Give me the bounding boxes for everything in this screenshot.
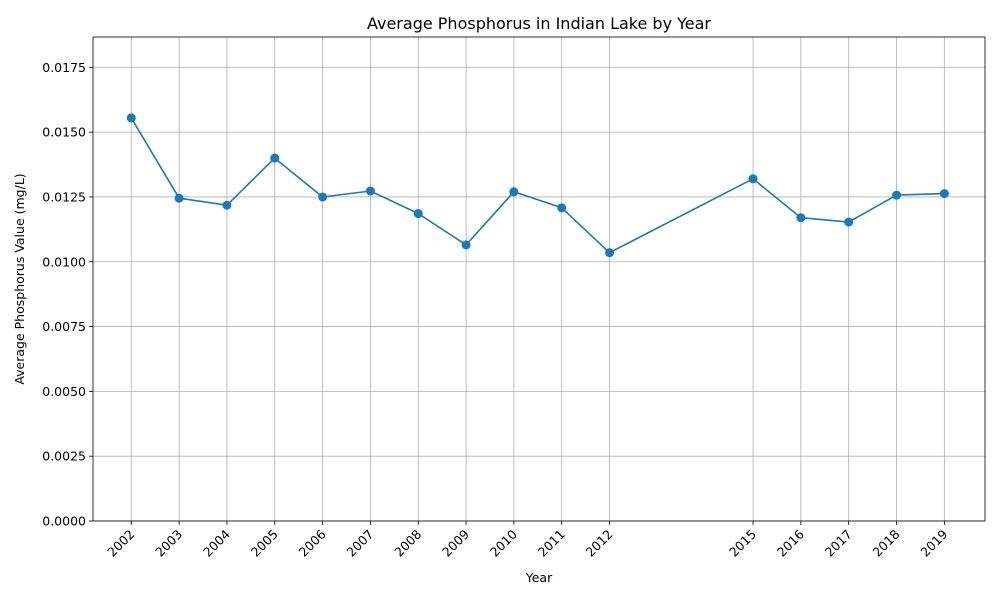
y-tick-label: 0.0150 xyxy=(42,125,86,140)
data-point xyxy=(557,203,567,213)
data-point xyxy=(318,192,328,202)
x-tick-label: 2003 xyxy=(152,527,185,560)
y-axis-label: Average Phosphorus Value (mg/L) xyxy=(12,173,27,384)
x-tick-label: 2017 xyxy=(822,527,855,560)
data-point xyxy=(174,193,184,203)
y-tick-label: 0.0175 xyxy=(42,60,86,75)
series-lines xyxy=(130,117,945,254)
data-points xyxy=(126,113,949,258)
y-tick-label: 0.0075 xyxy=(42,319,86,334)
x-tick-label: 2019 xyxy=(917,526,950,559)
x-tick-label: 2016 xyxy=(774,526,807,559)
x-tick-label: 2006 xyxy=(296,526,329,559)
y-tick-label: 0.0025 xyxy=(42,449,86,464)
x-axis-ticks: 2002 2003 2004 2005 2006 2007 2008 2009 2010 2011… xyxy=(104,521,950,560)
x-tick-label: 2005 xyxy=(248,527,281,560)
y-tick-label: 0.0050 xyxy=(42,384,86,399)
x-axis-label: Year xyxy=(525,570,553,585)
x-tick-label: 2011 xyxy=(535,527,568,560)
x-tick-label: 2009 xyxy=(439,526,472,559)
x-tick-label: 2004 xyxy=(200,526,233,559)
x-tick-label: 2002 xyxy=(104,527,137,560)
data-point xyxy=(461,240,471,250)
data-point xyxy=(509,187,519,197)
data-point xyxy=(748,174,758,184)
x-tick-label: 2008 xyxy=(391,526,424,559)
data-point xyxy=(892,190,902,200)
y-tick-label: 0.0125 xyxy=(42,189,86,204)
data-point xyxy=(796,213,806,223)
grid-lines xyxy=(93,37,985,522)
data-point xyxy=(939,189,949,199)
y-tick-label: 0.0100 xyxy=(42,254,86,269)
x-tick-label: 2015 xyxy=(726,527,759,560)
x-tick-label: 2007 xyxy=(343,527,376,560)
data-point xyxy=(126,113,136,123)
chart-title: Average Phosphorus in Indian Lake by Yea… xyxy=(367,14,711,33)
data-point xyxy=(605,248,615,258)
y-axis-ticks: 0.0000 0.0025 0.0050 0.0075 0.0100 0.0125 0.01… xyxy=(42,60,93,529)
x-tick-label: 2010 xyxy=(487,526,520,559)
data-point xyxy=(270,153,280,163)
y-tick-label: 0.0000 xyxy=(42,514,86,529)
data-point xyxy=(413,209,423,219)
data-point xyxy=(222,200,232,210)
data-point xyxy=(844,217,854,227)
x-tick-label: 2012 xyxy=(583,527,616,560)
x-tick-label: 2018 xyxy=(870,526,903,559)
plot-area-frame xyxy=(92,36,986,522)
data-point xyxy=(365,186,375,196)
series-line xyxy=(130,117,945,254)
